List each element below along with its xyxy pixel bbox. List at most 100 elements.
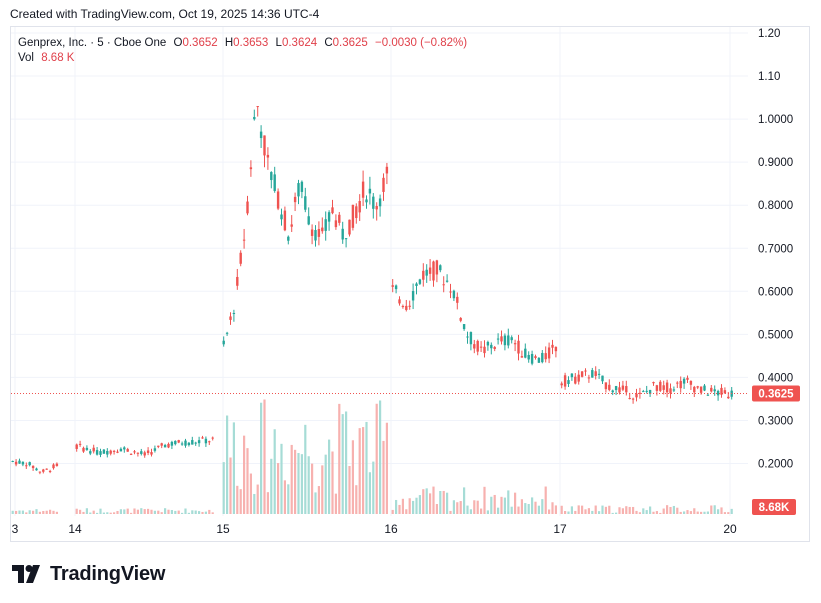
candle-body — [635, 393, 638, 398]
open-value: 0.3652 — [182, 37, 218, 49]
volume-bar — [531, 497, 534, 514]
candle-body — [597, 373, 601, 375]
candle-body — [242, 239, 246, 241]
volume-bar — [130, 512, 133, 514]
ohlc-row: Genprex, Inc. · 5 · Cboe One O0.3652 H0.… — [18, 36, 467, 51]
candle-body — [422, 270, 425, 280]
candle-body — [391, 285, 394, 287]
candle-body — [372, 196, 375, 209]
volume-bar — [49, 509, 52, 514]
candle-body — [493, 347, 496, 349]
candle-body — [338, 214, 341, 223]
volume-bar — [297, 453, 300, 514]
candle-body — [662, 385, 665, 390]
volume-bar — [119, 509, 122, 514]
volume-bar — [618, 507, 621, 514]
candle-body — [170, 441, 174, 446]
candle-body — [180, 443, 184, 445]
candle-body — [405, 305, 408, 310]
volume-bar — [635, 510, 638, 514]
candle-body — [42, 469, 45, 472]
price-tick-label: 0.3000 — [758, 415, 793, 427]
volume-bar — [191, 510, 194, 514]
volume-bar — [133, 508, 136, 514]
candle-body — [246, 201, 249, 214]
candle-body — [344, 238, 348, 240]
volume-bar — [517, 506, 520, 514]
candle-body — [341, 228, 344, 240]
candle-body — [123, 447, 126, 450]
volume-bar — [500, 496, 503, 514]
volume-bar — [304, 424, 307, 514]
volume-bar — [300, 454, 303, 514]
candle-body — [300, 181, 304, 192]
volume-bar — [311, 463, 314, 514]
candle-body — [625, 386, 628, 393]
volume-bar — [307, 456, 310, 514]
candle-body — [14, 461, 18, 465]
candle-body — [270, 172, 273, 181]
candle-body — [160, 443, 163, 446]
volume-bar — [116, 510, 119, 514]
high-value: 0.3653 — [233, 37, 269, 49]
candle-body — [591, 370, 594, 378]
candle-body — [133, 451, 136, 453]
symbol-label[interactable]: Genprex, Inc. · 5 · Cboe One — [18, 37, 167, 49]
volume-bar — [256, 484, 259, 514]
volume-bar — [520, 499, 523, 514]
volume-bar — [567, 511, 570, 514]
candle-body — [280, 214, 283, 220]
volume-row: Vol 8.68 K — [18, 51, 467, 66]
volume-bar — [584, 509, 587, 514]
candle-body — [194, 442, 197, 444]
volume-bar — [541, 499, 544, 514]
volume-bar — [659, 512, 662, 514]
volume-bar — [459, 501, 462, 514]
volume-bar — [106, 512, 109, 514]
chart-frame[interactable] — [10, 26, 810, 542]
volume-bar — [287, 484, 290, 514]
candle-body — [55, 463, 59, 466]
last-price-label: 0.3625 — [758, 389, 794, 401]
volume-bar — [669, 506, 672, 514]
created-with-text: Created with TradingView.com, Oct 19, 20… — [10, 7, 320, 21]
candle-body — [435, 260, 439, 275]
candle-body — [530, 353, 534, 364]
candle-body — [307, 216, 310, 225]
candle-body — [456, 296, 459, 303]
tradingview-logo[interactable]: TradingView — [12, 562, 165, 586]
volume-bar — [375, 403, 378, 514]
candle-body — [631, 398, 635, 400]
volume-bar — [452, 500, 455, 514]
candle-body — [52, 464, 55, 469]
volume-bar — [362, 427, 365, 514]
volume-bar — [439, 491, 442, 514]
volume-bar — [551, 502, 554, 514]
volume-bar — [239, 489, 242, 514]
volume-bar — [25, 512, 28, 514]
candle-body — [411, 291, 415, 301]
candle-body — [177, 440, 180, 443]
volume-bar — [689, 511, 692, 514]
candle-body — [713, 389, 716, 392]
volume-bar — [372, 461, 375, 514]
volume-bar — [253, 493, 256, 514]
volume-bar — [524, 503, 527, 514]
candle-body — [126, 449, 129, 452]
volume-bar — [652, 511, 655, 514]
candle-body — [82, 447, 85, 452]
price-tick-label: 0.9000 — [758, 157, 793, 169]
candle-body — [211, 437, 214, 439]
candle-body — [266, 154, 270, 158]
candle-body — [418, 279, 422, 284]
volume-bar — [229, 457, 232, 514]
candle-body — [184, 440, 187, 446]
volume-bar — [442, 490, 445, 514]
candle-body — [310, 229, 314, 236]
candle-body — [645, 390, 648, 392]
volume-bar — [638, 512, 641, 514]
volume-bar — [208, 509, 211, 514]
candle-body — [439, 265, 442, 271]
candle-body — [368, 188, 372, 194]
